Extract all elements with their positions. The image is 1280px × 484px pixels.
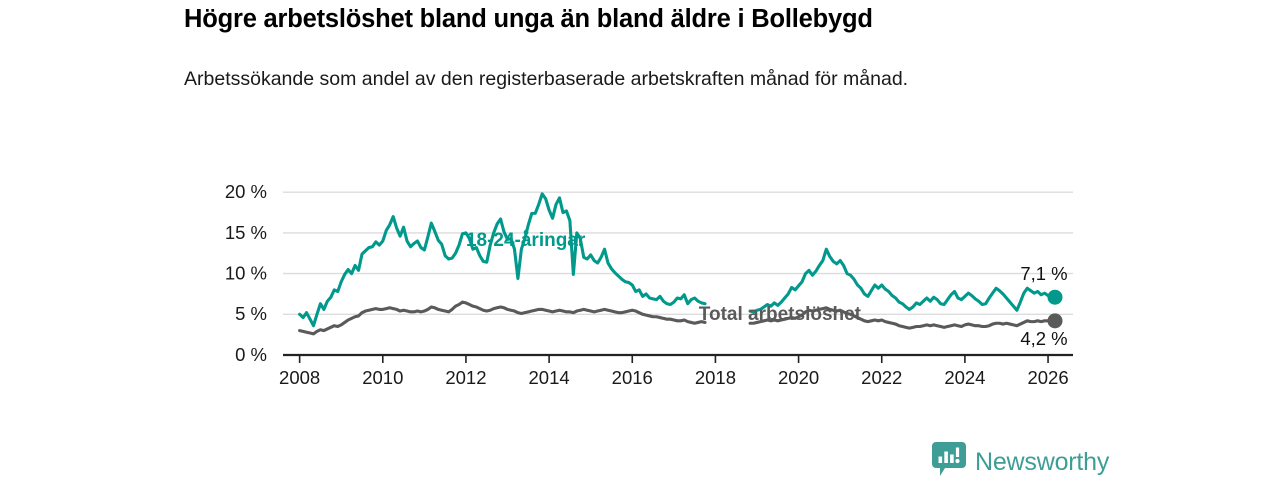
- y-axis-labels: 0 % 5 % 10 % 15 % 20 %: [225, 181, 267, 365]
- y-axis-tick-label: 15 %: [225, 222, 267, 243]
- series-inline-label: 18-24-åringar: [466, 230, 586, 251]
- series-lines: [298, 192, 1057, 336]
- x-axis-tick-label: 2012: [445, 367, 486, 388]
- series-line: [298, 300, 1057, 336]
- y-axis-tick-label: 5 %: [235, 303, 267, 324]
- series-endpoint-dot: [1047, 313, 1063, 329]
- x-axis-tick-label: 2024: [944, 367, 985, 388]
- page-title: Högre arbetslöshet bland unga än bland ä…: [184, 5, 873, 33]
- line-chart: 0 %5 %10 %15 %20 % 2008 2010 2012 2014 2016 2…: [225, 181, 1073, 388]
- gridlines: [283, 191, 1073, 357]
- x-axis-tick-label: 2016: [612, 367, 653, 388]
- y-axis-tick-label: 0 %: [235, 344, 267, 365]
- series-endpoint-dot: [1047, 289, 1063, 305]
- x-axis-tick-label: 2022: [861, 367, 902, 388]
- newsworthy-logo: Newsworthy: [932, 440, 1109, 484]
- y-axis-tick-label: 10 %: [225, 262, 267, 283]
- y-axis-tick-label: 20 %: [225, 181, 267, 202]
- series-inline-label: Total arbetslöshet: [699, 304, 862, 325]
- chart-subtitle: Arbetssökande som andel av den registerb…: [184, 68, 909, 90]
- x-axis-ticks: [298, 355, 1049, 363]
- newsworthy-bar-chart-bubble-icon: [932, 441, 966, 483]
- series-line: [298, 192, 1057, 328]
- x-axis-tick-label: 2026: [1027, 367, 1068, 388]
- x-axis-tick-label: 2018: [695, 367, 736, 388]
- series-value-labels: 7,1 % 4,2 %: [1020, 263, 1067, 349]
- x-axis-labels: 2008 2010 2012 2014 2016 2018 2020 2022 2024 2026: [279, 367, 1069, 388]
- series-end-value-label: 7,1 %: [1020, 263, 1067, 284]
- x-axis-tick-label: 2008: [279, 367, 320, 388]
- x-axis-tick-label: 2020: [778, 367, 819, 388]
- series-endpoint-markers: [1047, 289, 1063, 329]
- series-annotations: 18-24-åringar Total arbetslöshet: [466, 230, 862, 325]
- series-end-value-label: 4,2 %: [1020, 328, 1067, 349]
- newsworthy-wordmark: Newsworthy: [975, 447, 1110, 476]
- x-axis-tick-label: 2014: [529, 367, 570, 388]
- x-axis-tick-label: 2010: [362, 367, 403, 388]
